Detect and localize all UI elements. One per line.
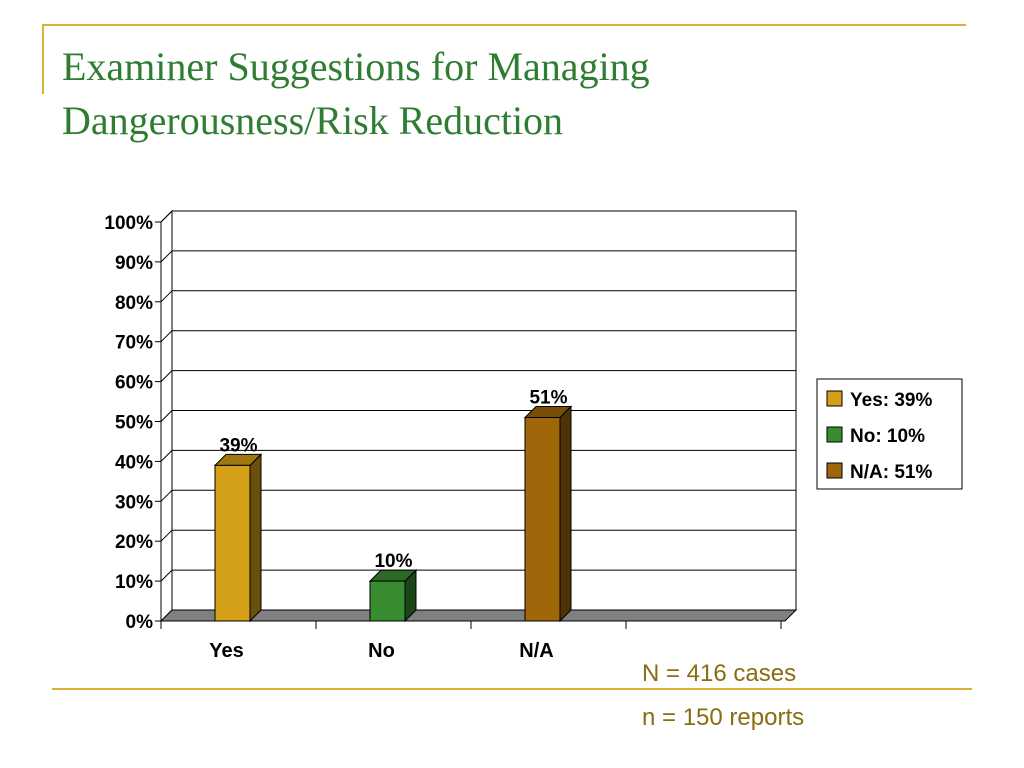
slide-title-line-1: Examiner Suggestions for Managing [62, 44, 650, 89]
y-tick-label: 50% [115, 413, 153, 434]
x-tick-label: No [368, 640, 395, 662]
bar-side [249, 453, 262, 623]
bar-value-label: 39% [219, 435, 257, 456]
y-tick-label: 100% [104, 213, 153, 234]
bar [524, 417, 561, 622]
bar-value-label: 51% [529, 388, 567, 409]
gridline-side [160, 489, 173, 502]
bar-side [559, 405, 572, 623]
slide-title-line-2: Dangerousness/Risk Reduction [62, 98, 564, 143]
legend-label: N/A: 51% [850, 462, 932, 483]
reports-count-note: n = 150 reports [642, 704, 805, 731]
gridline-side [160, 450, 173, 462]
legend-label: Yes: 39% [850, 390, 932, 411]
chart-floor [159, 609, 798, 622]
bottom-accent-rule [52, 688, 972, 690]
legend-label: No: 10% [850, 426, 925, 447]
legend-swatch [826, 462, 843, 479]
gridline-side [160, 330, 173, 343]
y-tick-label: 40% [115, 452, 153, 473]
gridline-side [160, 529, 173, 542]
gridline-side [160, 410, 173, 422]
y-tick-label: 60% [115, 373, 153, 394]
y-tick-label: 20% [115, 532, 153, 553]
y-tick-label: 80% [115, 293, 153, 314]
gridline-side [160, 250, 173, 263]
legend-swatch [826, 426, 843, 443]
gridline-side [160, 569, 173, 582]
slide-title: Examiner Suggestions for Managing Danger… [62, 40, 962, 148]
y-tick-label: 30% [115, 492, 153, 513]
left-accent-rule [42, 24, 44, 94]
x-tick-label: N/A [519, 640, 553, 662]
cases-count-note: N = 416 cases [642, 660, 797, 687]
y-tick-label: 90% [115, 253, 153, 274]
gridline-side [160, 370, 173, 382]
bar [214, 464, 251, 622]
y-tick-label: 70% [115, 333, 153, 354]
gridline-side [160, 210, 173, 223]
bar-value-label: 10% [374, 551, 412, 572]
legend-swatch [826, 390, 843, 407]
gridline-side [160, 290, 173, 303]
top-accent-rule [42, 24, 966, 26]
bar [369, 580, 406, 622]
y-tick-label: 0% [126, 612, 154, 633]
y-tick-label: 10% [115, 572, 153, 593]
x-tick-label: Yes [209, 640, 243, 662]
